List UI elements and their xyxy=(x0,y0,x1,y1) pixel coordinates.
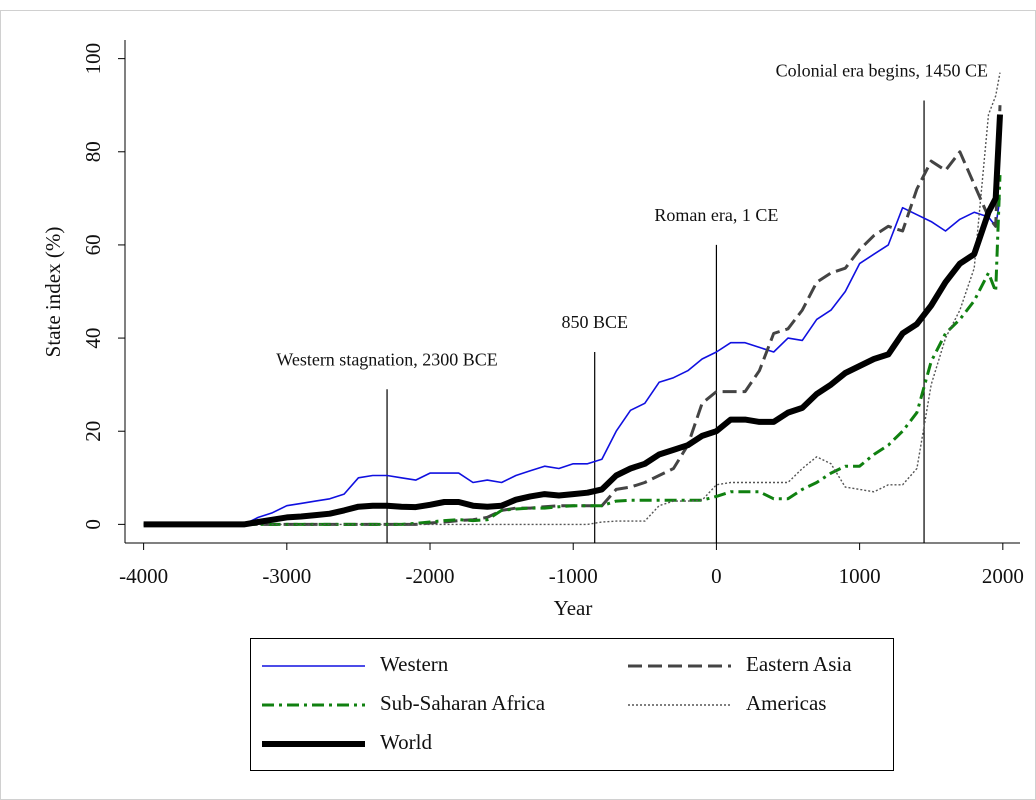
x-tick-label: -4000 xyxy=(119,564,168,588)
legend-label: Western xyxy=(380,652,449,676)
x-tick-label: -1000 xyxy=(549,564,598,588)
x-axis-label: Year xyxy=(554,596,593,620)
annotation-label: Roman era, 1 CE xyxy=(654,205,778,225)
series-line xyxy=(143,198,1001,526)
y-axis-label: State index (%) xyxy=(41,227,65,358)
annotation-label: Colonial era begins, 1450 CE xyxy=(776,61,988,81)
series-line xyxy=(143,175,1002,526)
y-tick-label: 0 xyxy=(81,519,105,530)
legend-label: Americas xyxy=(746,691,826,715)
legend-label: World xyxy=(380,730,432,754)
series-line xyxy=(143,72,1001,526)
annotation-label: 850 BCE xyxy=(561,312,628,332)
x-tick-label: -2000 xyxy=(406,564,455,588)
frame xyxy=(0,10,1036,800)
legend-label: Eastern Asia xyxy=(746,652,852,676)
y-tick-label: 40 xyxy=(81,328,105,349)
x-tick-label: -3000 xyxy=(262,564,311,588)
legend-label: Sub-Saharan Africa xyxy=(380,691,546,715)
x-tick-label: 2000 xyxy=(982,564,1024,588)
x-tick-label: 0 xyxy=(711,564,722,588)
annotation-label: Western stagnation, 2300 BCE xyxy=(276,349,498,369)
y-tick-label: 60 xyxy=(81,234,105,255)
series-line xyxy=(143,114,1003,528)
y-tick-label: 20 xyxy=(81,421,105,442)
y-tick-label: 80 xyxy=(81,141,105,162)
x-tick-label: 1000 xyxy=(839,564,881,588)
y-tick-label: 100 xyxy=(81,43,105,75)
legend-box xyxy=(250,638,894,771)
